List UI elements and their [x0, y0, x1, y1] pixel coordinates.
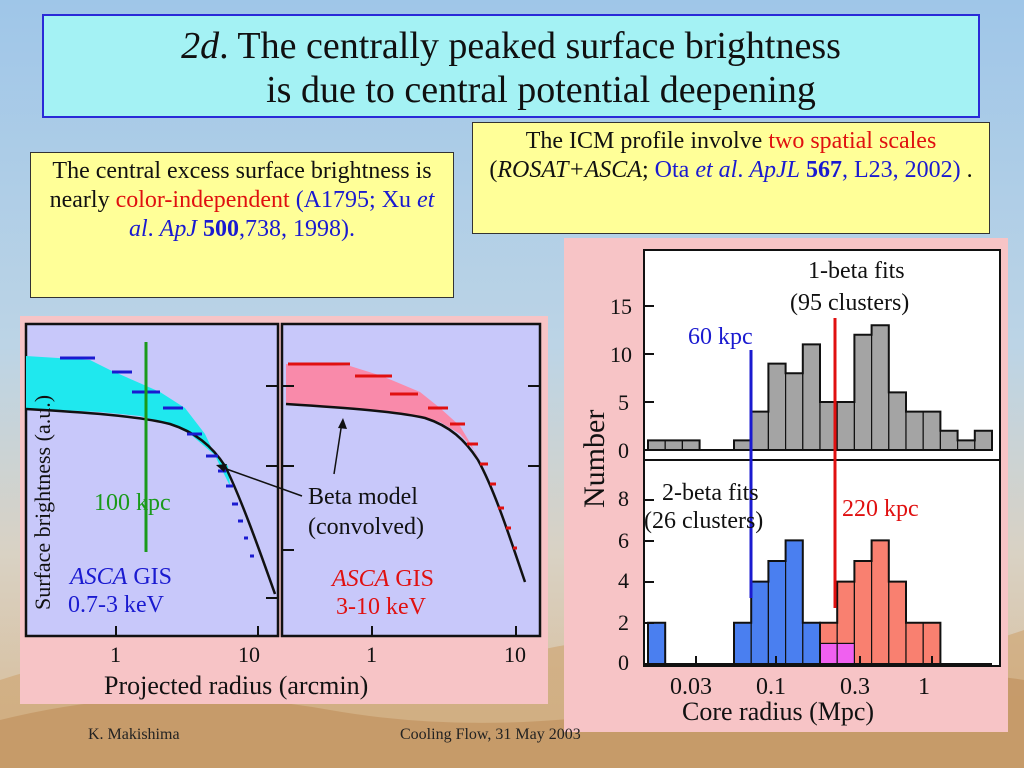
soft-ticks [115, 385, 278, 636]
soft-instrument-label: ASCA GIS [68, 564, 172, 590]
hist-top-bar [888, 391, 907, 451]
hist-top-bar [750, 411, 769, 451]
hist-top-bar [681, 439, 701, 451]
hist-bottom-ytick: 6 [618, 528, 629, 553]
hist-top-bar [871, 324, 890, 451]
hist-xtick: 0.1 [756, 674, 786, 700]
hist-top-outline [647, 324, 993, 451]
marker-100kpc-label: 100 kpc [94, 490, 171, 516]
soft-band-label: 0.7-3 keV [68, 592, 165, 618]
hist-ylabel: Number [578, 410, 611, 508]
hist-top-ytick: 15 [610, 294, 632, 319]
hist-top-bar [733, 439, 752, 451]
hist-top-bar [939, 430, 959, 451]
hist-top-bar [853, 334, 873, 451]
hist-top-bar [974, 430, 993, 451]
hist-bottom-ytick: 2 [618, 610, 629, 635]
hist-top-bar [802, 343, 821, 451]
hard-data-points [288, 362, 517, 550]
hist-top-bar [957, 439, 976, 451]
soft-ylabel: Surface brightness (a.u.) [30, 395, 55, 610]
core-radius-histograms: 1-beta fits (95 clusters) 60 kpc 2-beta … [578, 249, 1001, 726]
note-two-spatial-scales: The ICM profile involve two spatial scal… [472, 122, 990, 234]
title-line-2: is due to central potential deepening [266, 69, 816, 111]
soft-data-points [60, 356, 254, 558]
hard-excess-fill [286, 364, 482, 466]
hist-top-bar [664, 439, 683, 451]
hist-top-bar [905, 411, 924, 451]
model-label-1: Beta model [308, 484, 418, 510]
soft-excess-fill [26, 356, 230, 486]
hist-bottom-ytick: 4 [618, 568, 629, 593]
footer-author: K. Makishima [88, 726, 180, 743]
hist-top-label-1: 1-beta fits [808, 258, 905, 284]
hist-small-core-bar [750, 581, 769, 665]
hist-xlabel: Core radius (Mpc) [682, 697, 874, 726]
profile-charts: Surface brightness (a.u.) 100 kpc Beta m… [24, 322, 542, 700]
slide-title: 2d. The centrally peaked surface brightn… [42, 14, 980, 118]
hist-bottom-label-1: 2-beta fits [662, 480, 759, 506]
soft-xtick-1: 1 [110, 642, 121, 667]
hist-overlap-bar [819, 642, 838, 665]
hist-top-bar [922, 411, 942, 451]
hist-large-core-bar [853, 560, 873, 665]
hist-top-label-2: (95 clusters) [790, 290, 909, 316]
hard-beta-model-curve [285, 402, 527, 583]
soft-xtick-10: 10 [238, 642, 260, 667]
hist-top-ytick: 0 [618, 438, 629, 463]
hard-xtick-1: 1 [366, 642, 377, 667]
hard-xtick-10: 10 [504, 642, 526, 667]
profile-xlabel: Projected radius (arcmin) [104, 671, 368, 700]
hist-top-ytick: 5 [618, 390, 629, 415]
hist-small-core-bar [802, 622, 821, 665]
marker-220kpc-label: 220 kpc [842, 496, 919, 522]
note-color-independent: The central excess surface brightness is… [30, 152, 454, 298]
hist-small-core-bar [647, 622, 666, 665]
title-line-1: 2d. The centrally peaked surface brightn… [181, 25, 841, 67]
hist-small-core-bar [767, 560, 787, 665]
hard-ticks [282, 385, 540, 636]
hist-large-core-outline [648, 539, 992, 665]
hist-bottom-label-2: (26 clusters) [644, 508, 763, 534]
hist-xtick: 1 [918, 674, 930, 700]
hist-large-core-bar [871, 539, 890, 665]
hist-large-core-bar [905, 622, 924, 665]
beta-model-arrow-left [217, 465, 303, 497]
hist-xtick: 0.03 [670, 674, 712, 700]
soft-beta-model-curve [25, 407, 277, 595]
hist-top-bar [836, 401, 856, 451]
hist-top-ytick: 10 [610, 342, 632, 367]
hist-bottom-ytick: 0 [618, 650, 629, 675]
beta-model-arrow-right [333, 421, 343, 475]
hist-xtick: 0.3 [840, 674, 870, 700]
hard-instrument-label: ASCA GIS [330, 566, 434, 592]
hard-band-label: 3-10 keV [336, 594, 427, 620]
hist-large-core-bar [888, 581, 907, 665]
model-label-2: (convolved) [308, 514, 424, 540]
hist-overlap-bar [836, 642, 856, 665]
hist-small-core-bar [733, 622, 752, 665]
hist-top-bar [647, 439, 666, 451]
hist-top-bar [785, 372, 804, 451]
hist-bottom-ytick: 8 [618, 486, 629, 511]
marker-60kpc-label: 60 kpc [688, 324, 753, 350]
footer-event: Cooling Flow, 31 May 2003 [400, 726, 581, 743]
hist-small-core-bar [785, 539, 804, 665]
hist-top-bar [767, 362, 787, 451]
